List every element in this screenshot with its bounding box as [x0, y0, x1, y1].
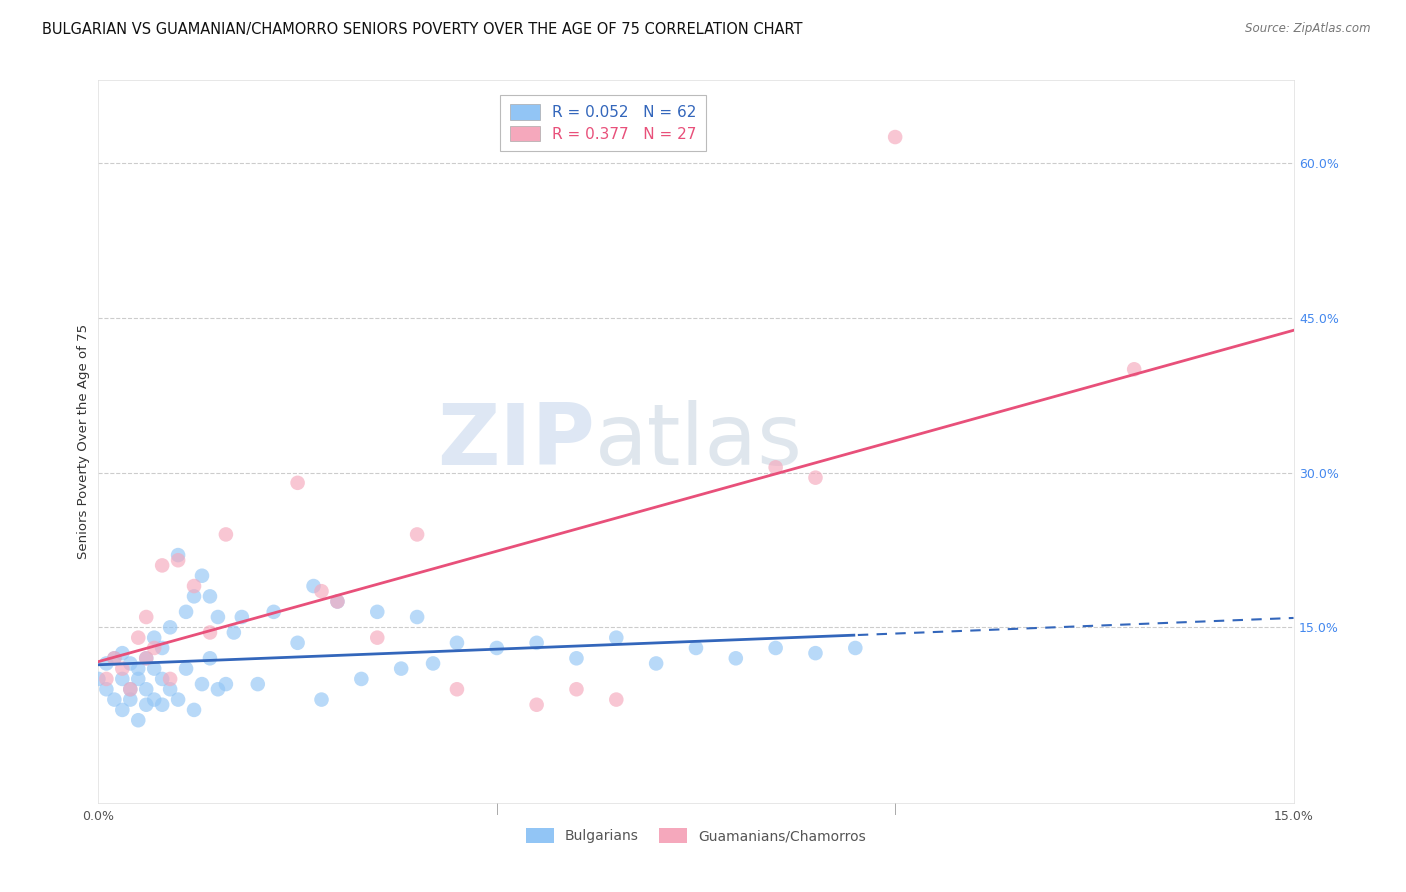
Point: [191, 568, 214, 582]
Point: [135, 610, 157, 624]
Point: [350, 672, 373, 686]
Point: [844, 640, 866, 655]
Point: [111, 703, 134, 717]
Point: [167, 553, 190, 567]
Point: [103, 692, 125, 706]
Text: atlas: atlas: [595, 400, 803, 483]
Point: [150, 672, 173, 686]
Point: [135, 682, 157, 697]
Point: [150, 698, 173, 712]
Point: [311, 584, 333, 599]
Point: [263, 605, 285, 619]
Point: [215, 527, 238, 541]
Point: [207, 610, 229, 624]
Point: [765, 460, 787, 475]
Point: [198, 590, 221, 604]
Point: [143, 662, 166, 676]
Point: [287, 475, 309, 490]
Point: [326, 594, 349, 608]
Point: [174, 662, 197, 676]
Point: [127, 672, 149, 686]
Point: [127, 631, 149, 645]
Point: [1123, 362, 1146, 376]
Point: [103, 651, 125, 665]
Point: [804, 471, 827, 485]
Point: [422, 657, 444, 671]
Point: [246, 677, 269, 691]
Point: [135, 651, 157, 665]
Point: [174, 605, 197, 619]
Point: [150, 640, 173, 655]
Point: [724, 651, 747, 665]
Point: [143, 692, 166, 706]
Text: BULGARIAN VS GUAMANIAN/CHAMORRO SENIORS POVERTY OVER THE AGE OF 75 CORRELATION C: BULGARIAN VS GUAMANIAN/CHAMORRO SENIORS …: [42, 22, 803, 37]
Point: [191, 677, 214, 691]
Point: [103, 651, 125, 665]
Point: [120, 682, 142, 697]
Text: Source: ZipAtlas.com: Source: ZipAtlas.com: [1246, 22, 1371, 36]
Point: [111, 646, 134, 660]
Point: [198, 651, 221, 665]
Point: [135, 698, 157, 712]
Point: [96, 672, 118, 686]
Point: [150, 558, 173, 573]
Point: [406, 527, 429, 541]
Point: [222, 625, 245, 640]
Point: [231, 610, 253, 624]
Point: [605, 692, 627, 706]
Point: [605, 631, 627, 645]
Point: [287, 636, 309, 650]
Point: [207, 682, 229, 697]
Point: [446, 682, 468, 697]
Point: [183, 579, 205, 593]
Point: [565, 682, 588, 697]
Point: [366, 631, 388, 645]
Point: [765, 640, 787, 655]
Point: [159, 620, 181, 634]
Point: [645, 657, 668, 671]
Point: [143, 631, 166, 645]
Point: [127, 713, 149, 727]
Point: [159, 672, 181, 686]
Point: [120, 682, 142, 697]
Point: [685, 640, 707, 655]
Point: [198, 625, 221, 640]
Point: [127, 662, 149, 676]
Point: [526, 698, 548, 712]
Point: [215, 677, 238, 691]
Legend: Bulgarians, Guamanians/Chamorros: Bulgarians, Guamanians/Chamorros: [519, 822, 873, 850]
Point: [87, 672, 110, 686]
Point: [111, 662, 134, 676]
Point: [446, 636, 468, 650]
Point: [389, 662, 412, 676]
Point: [135, 651, 157, 665]
Point: [366, 605, 388, 619]
Point: [167, 548, 190, 562]
Point: [143, 640, 166, 655]
Point: [120, 657, 142, 671]
Point: [406, 610, 429, 624]
Point: [326, 594, 349, 608]
Point: [120, 692, 142, 706]
Point: [485, 640, 508, 655]
Y-axis label: Seniors Poverty Over the Age of 75: Seniors Poverty Over the Age of 75: [77, 324, 90, 559]
Point: [167, 692, 190, 706]
Point: [159, 682, 181, 697]
Point: [311, 692, 333, 706]
Point: [302, 579, 325, 593]
Text: ZIP: ZIP: [437, 400, 595, 483]
Point: [96, 682, 118, 697]
Point: [96, 657, 118, 671]
Point: [884, 130, 907, 145]
Point: [565, 651, 588, 665]
Point: [804, 646, 827, 660]
Point: [183, 590, 205, 604]
Point: [526, 636, 548, 650]
Point: [111, 672, 134, 686]
Point: [183, 703, 205, 717]
